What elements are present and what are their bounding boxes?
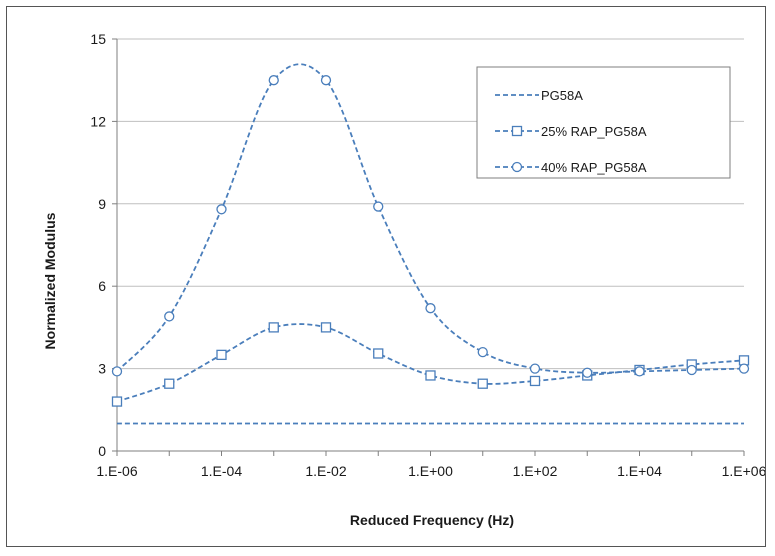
series-line-2	[116, 323, 745, 403]
y-tick-label: 6	[98, 278, 106, 294]
data-point-series-3	[529, 363, 541, 374]
data-point-series-2	[216, 349, 227, 361]
data-point-series-3	[320, 75, 332, 86]
axes	[112, 38, 745, 456]
legend-label-2: 25% RAP_PG58A	[541, 124, 647, 139]
data-point-series-2	[425, 370, 436, 381]
data-point-series-3	[686, 364, 697, 376]
data-point-series-2	[373, 348, 384, 359]
data-point-series-2	[529, 375, 541, 387]
data-point-series-2	[111, 396, 123, 407]
data-point-series-3	[738, 363, 750, 374]
x-tick-label: 1.E+06	[722, 463, 765, 479]
data-point-series-2	[320, 322, 332, 333]
y-tick-label: 15	[90, 31, 106, 47]
legend-label-3: 40% RAP_PG58A	[541, 160, 647, 175]
y-axis-title: Normalized Modulus	[42, 212, 58, 349]
data-point-series-2	[164, 378, 175, 389]
line-chart: 0 3 6 9 12 15 1.E-06 1.E-04 1.E-02 1.E+00 1.E+02 1.…	[42, 31, 765, 528]
x-tick-label: 1.E+00	[408, 463, 453, 479]
data-point-series-3	[477, 346, 488, 358]
data-point-series-3	[268, 75, 279, 86]
x-tick-label: 1.E+04	[617, 463, 662, 479]
legend-box	[476, 66, 731, 179]
data-point-series-3	[582, 367, 593, 378]
data-point-series-2	[268, 322, 279, 333]
y-tick-label: 0	[98, 443, 106, 459]
tick-labels: 0 3 6 9 12 15 1.E-06 1.E-04 1.E-02 1.E+00 1.E+02 1.…	[90, 31, 765, 479]
series-markers	[111, 75, 750, 407]
x-tick-label: 1.E-02	[305, 463, 346, 479]
data-point-series-3	[111, 366, 123, 377]
x-axis-title: Reduced Frequency (Hz)	[350, 512, 514, 528]
y-tick-label: 3	[98, 361, 106, 377]
x-tick-label: 1.E-04	[201, 463, 242, 479]
legend-marker-3	[511, 161, 523, 173]
legend: PG58A 25% RAP_PG58A 40% RAP_PG58A	[476, 66, 731, 179]
y-tick-label: 12	[90, 113, 106, 129]
y-tick-label: 9	[98, 196, 106, 212]
data-point-series-3	[634, 366, 645, 377]
legend-marker-2	[511, 125, 523, 137]
x-tick-label: 1.E+02	[513, 463, 558, 479]
legend-label-1: PG58A	[541, 88, 583, 103]
data-point-series-3	[216, 204, 227, 215]
data-point-series-3	[164, 311, 175, 322]
chart-frame: 0 3 6 9 12 15 1.E-06 1.E-04 1.E-02 1.E+00 1.E+02 1.…	[6, 6, 766, 547]
data-point-series-3	[373, 201, 384, 212]
data-point-series-2	[477, 378, 488, 389]
x-tick-label: 1.E-06	[96, 463, 137, 479]
data-point-series-3	[425, 303, 436, 314]
